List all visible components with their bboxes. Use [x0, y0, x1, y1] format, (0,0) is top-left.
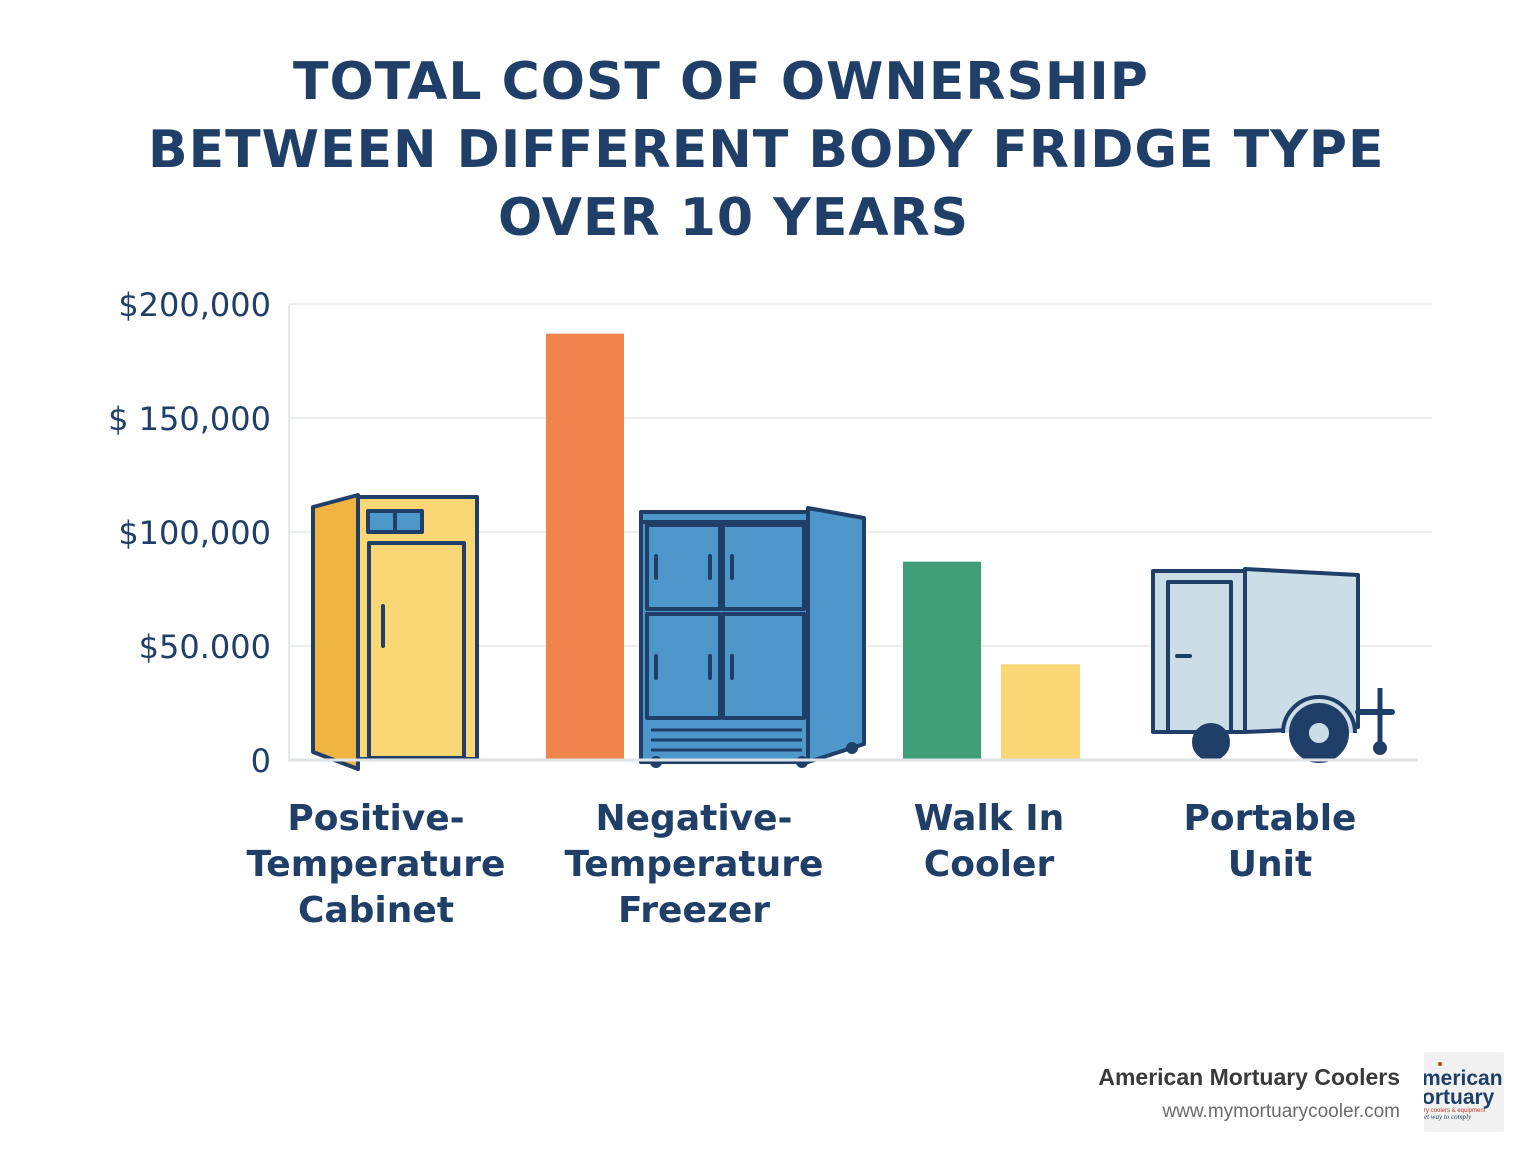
x-category-label: Walk In [914, 798, 1065, 839]
trailer-icon [1151, 567, 1395, 763]
logo-star-icon [1438, 1062, 1442, 1066]
bar [1001, 664, 1080, 760]
logo-graphic: merican ortuary ry coolers & equipment e… [1424, 1062, 1503, 1121]
bar [546, 333, 624, 760]
brand-url[interactable]: www.mymortuarycooler.com [1162, 1101, 1400, 1122]
brand-block: American Mortuary Coolers www.mymortuary… [1040, 1064, 1400, 1123]
y-tick-label: 0 [251, 742, 271, 780]
brand-logo: merican ortuary ry coolers & equipment e… [1424, 1052, 1504, 1132]
x-category-label: Temperature [247, 844, 506, 885]
y-tick-label: $100,000 [118, 514, 271, 552]
title-line-3: OVER 10 YEARS [498, 188, 970, 248]
y-tick-label: $200,000 [118, 286, 271, 324]
x-category-label: Unit [1228, 844, 1312, 885]
x-category-label: Temperature [565, 844, 824, 885]
logo-line-4: et way to comply [1424, 1113, 1472, 1121]
bars [546, 333, 1080, 760]
x-category-label: Cabinet [298, 890, 454, 931]
title-line-1: TOTAL COST OF OWNERSHIP [293, 52, 1149, 112]
bar [903, 561, 981, 760]
logo-line-1: merican [1424, 1067, 1503, 1090]
title-line-2: BETWEEN DIFFERENT BODY FRIDGE TYPE [148, 120, 1385, 180]
x-category-label: Portable [1184, 798, 1357, 839]
x-category-label: Freezer [618, 890, 770, 931]
logo-line-2: ortuary [1424, 1086, 1495, 1109]
y-tick-label: $ 150,000 [108, 400, 271, 438]
cabinet-icon [311, 493, 479, 771]
y-axis-ticks: 0 $50.000 $100,000 $ 150,000 $200,000 [108, 286, 271, 780]
x-category-label: Negative- [596, 798, 793, 839]
x-category-label: Positive- [287, 798, 464, 839]
x-category-label: Cooler [924, 844, 1055, 885]
brand-name: American Mortuary Coolers [1098, 1064, 1400, 1090]
freezer-icon [639, 506, 866, 768]
y-tick-label: $50.000 [139, 628, 271, 666]
logo-line-3: ry coolers & equipment [1424, 1108, 1486, 1114]
category-labels: Positive- Temperature Cabinet Negative- Temp… [247, 798, 1357, 931]
